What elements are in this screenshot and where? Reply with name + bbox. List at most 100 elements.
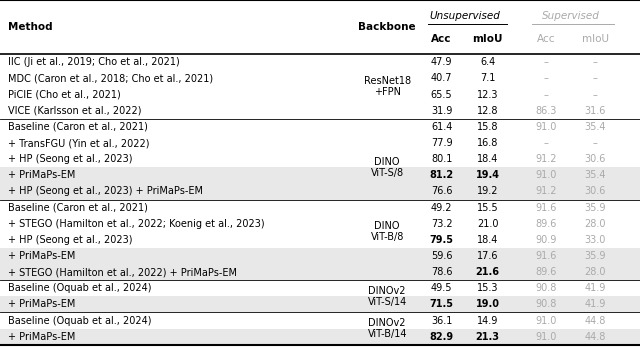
Text: 49.2: 49.2 xyxy=(431,203,452,212)
Text: 89.6: 89.6 xyxy=(535,267,557,277)
Text: Method: Method xyxy=(8,22,52,32)
Text: + HP (Seong et al., 2023): + HP (Seong et al., 2023) xyxy=(8,154,132,164)
Text: DINOv2: DINOv2 xyxy=(369,318,406,328)
Text: 91.6: 91.6 xyxy=(535,203,557,212)
Text: DINOv2: DINOv2 xyxy=(369,286,406,296)
Text: 14.9: 14.9 xyxy=(477,316,499,326)
FancyBboxPatch shape xyxy=(0,167,640,183)
Text: 16.8: 16.8 xyxy=(477,138,499,148)
Text: 12.8: 12.8 xyxy=(477,106,499,116)
Text: 80.1: 80.1 xyxy=(431,154,452,164)
Text: ViT-S/8: ViT-S/8 xyxy=(371,168,404,178)
Text: 91.0: 91.0 xyxy=(535,316,557,326)
Text: MDC (Caron et al., 2018; Cho et al., 2021): MDC (Caron et al., 2018; Cho et al., 202… xyxy=(8,74,213,83)
Text: 15.3: 15.3 xyxy=(477,283,499,293)
Text: 91.6: 91.6 xyxy=(535,251,557,261)
Text: 18.4: 18.4 xyxy=(477,235,499,245)
Text: 89.6: 89.6 xyxy=(535,219,557,229)
Text: 76.6: 76.6 xyxy=(431,187,452,196)
Text: ResNet18: ResNet18 xyxy=(364,76,411,86)
Text: Baseline (Caron et al., 2021): Baseline (Caron et al., 2021) xyxy=(8,203,148,212)
Text: –: – xyxy=(593,138,598,148)
Text: 18.4: 18.4 xyxy=(477,154,499,164)
Text: + PriMaPs-EM: + PriMaPs-EM xyxy=(8,299,75,309)
Text: 65.5: 65.5 xyxy=(431,90,452,100)
Text: ViT-B/8: ViT-B/8 xyxy=(371,232,404,243)
Text: PiCIE (Cho et al., 2021): PiCIE (Cho et al., 2021) xyxy=(8,90,120,100)
Text: 82.9: 82.9 xyxy=(429,332,454,342)
Text: Baseline (Oquab et al., 2024): Baseline (Oquab et al., 2024) xyxy=(8,316,151,326)
Text: 91.2: 91.2 xyxy=(535,154,557,164)
Text: 35.9: 35.9 xyxy=(584,203,606,212)
Text: + HP (Seong et al., 2023) + PriMaPs-EM: + HP (Seong et al., 2023) + PriMaPs-EM xyxy=(8,187,203,196)
Text: 41.9: 41.9 xyxy=(584,283,606,293)
Text: 17.6: 17.6 xyxy=(477,251,499,261)
Text: 30.6: 30.6 xyxy=(584,187,606,196)
Text: mIoU: mIoU xyxy=(472,34,503,44)
Text: 61.4: 61.4 xyxy=(431,122,452,132)
Text: ViT-B/14: ViT-B/14 xyxy=(367,329,407,339)
Text: 19.2: 19.2 xyxy=(477,187,499,196)
Text: Baseline (Caron et al., 2021): Baseline (Caron et al., 2021) xyxy=(8,122,148,132)
Text: 91.0: 91.0 xyxy=(535,332,557,342)
Text: + STEGO (Hamilton et al., 2022) + PriMaPs-EM: + STEGO (Hamilton et al., 2022) + PriMaP… xyxy=(8,267,237,277)
Text: 33.0: 33.0 xyxy=(584,235,606,245)
Text: 21.3: 21.3 xyxy=(476,332,500,342)
Text: Unsupervised: Unsupervised xyxy=(429,11,500,21)
Text: 91.0: 91.0 xyxy=(535,122,557,132)
Text: ViT-S/14: ViT-S/14 xyxy=(367,297,407,307)
Text: 6.4: 6.4 xyxy=(480,57,495,67)
FancyBboxPatch shape xyxy=(0,329,640,345)
FancyBboxPatch shape xyxy=(0,296,640,313)
Text: 12.3: 12.3 xyxy=(477,90,499,100)
Text: +FPN: +FPN xyxy=(374,87,401,97)
Text: 44.8: 44.8 xyxy=(584,316,606,326)
Text: 91.2: 91.2 xyxy=(535,187,557,196)
Text: 78.6: 78.6 xyxy=(431,267,452,277)
Text: VICE (Karlsson et al., 2022): VICE (Karlsson et al., 2022) xyxy=(8,106,141,116)
Text: –: – xyxy=(543,74,548,83)
Text: 90.8: 90.8 xyxy=(535,283,557,293)
Text: + TransFGU (Yin et al., 2022): + TransFGU (Yin et al., 2022) xyxy=(8,138,149,148)
FancyBboxPatch shape xyxy=(0,183,640,199)
Text: 31.9: 31.9 xyxy=(431,106,452,116)
Text: –: – xyxy=(593,90,598,100)
Text: 79.5: 79.5 xyxy=(429,235,454,245)
Text: –: – xyxy=(593,74,598,83)
Text: 86.3: 86.3 xyxy=(535,106,557,116)
Text: 21.6: 21.6 xyxy=(476,267,500,277)
Text: 91.0: 91.0 xyxy=(535,170,557,180)
Text: 71.5: 71.5 xyxy=(429,299,454,309)
FancyBboxPatch shape xyxy=(0,264,640,280)
Text: –: – xyxy=(593,57,598,67)
Text: 28.0: 28.0 xyxy=(584,267,606,277)
Text: 40.7: 40.7 xyxy=(431,74,452,83)
Text: mIoU: mIoU xyxy=(582,34,609,44)
Text: –: – xyxy=(543,138,548,148)
Text: DINO: DINO xyxy=(374,221,400,231)
Text: 44.8: 44.8 xyxy=(584,332,606,342)
Text: 19.0: 19.0 xyxy=(476,299,500,309)
Text: 49.5: 49.5 xyxy=(431,283,452,293)
Text: 81.2: 81.2 xyxy=(429,170,454,180)
Text: 90.8: 90.8 xyxy=(535,299,557,309)
Text: 90.9: 90.9 xyxy=(535,235,557,245)
Text: 35.9: 35.9 xyxy=(584,251,606,261)
Text: 35.4: 35.4 xyxy=(584,170,606,180)
Text: 19.4: 19.4 xyxy=(476,170,500,180)
Text: 15.5: 15.5 xyxy=(477,203,499,212)
Text: Baseline (Oquab et al., 2024): Baseline (Oquab et al., 2024) xyxy=(8,283,151,293)
Text: –: – xyxy=(543,90,548,100)
Text: Acc: Acc xyxy=(537,34,555,44)
Text: 7.1: 7.1 xyxy=(480,74,495,83)
Text: + PriMaPs-EM: + PriMaPs-EM xyxy=(8,251,75,261)
Text: –: – xyxy=(543,57,548,67)
Text: 77.9: 77.9 xyxy=(431,138,452,148)
FancyBboxPatch shape xyxy=(0,248,640,264)
Text: Acc: Acc xyxy=(431,34,452,44)
Text: Supervised: Supervised xyxy=(541,11,600,21)
Text: Backbone: Backbone xyxy=(358,22,416,32)
Text: 41.9: 41.9 xyxy=(584,299,606,309)
Text: + HP (Seong et al., 2023): + HP (Seong et al., 2023) xyxy=(8,235,132,245)
Text: + STEGO (Hamilton et al., 2022; Koenig et al., 2023): + STEGO (Hamilton et al., 2022; Koenig e… xyxy=(8,219,264,229)
